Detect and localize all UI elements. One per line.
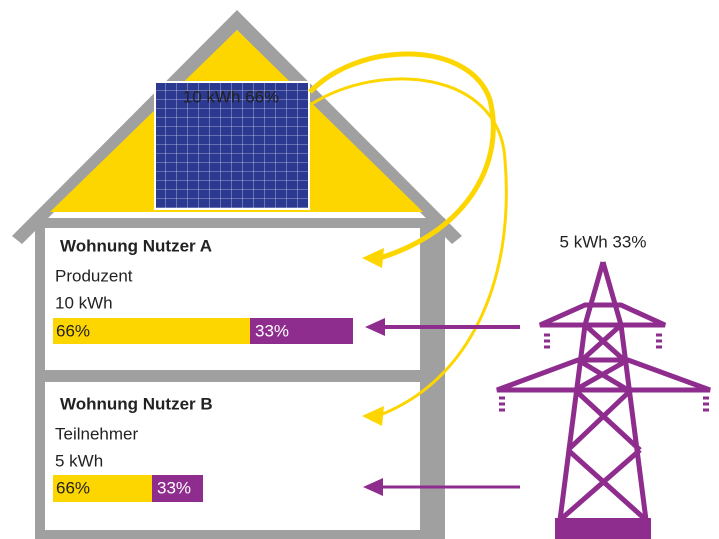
unit-title: Wohnung Nutzer A	[60, 236, 212, 255]
unit-title: Wohnung Nutzer B	[60, 394, 213, 413]
unit-consumption: 10 kWh	[55, 293, 113, 312]
solar-label: 10 kWh 66%	[183, 87, 279, 106]
unit-role: Teilnehmer	[55, 424, 138, 443]
unit-consumption: 5 kWh	[55, 451, 103, 470]
diagram: 10 kWh 66% 5 kWh 33% Wohnung Nutzer A Pr…	[0, 0, 719, 539]
grid-share: 33%	[157, 478, 191, 497]
solar-share: 66%	[56, 478, 90, 497]
page: {"solar": {"label": "10 kWh 66%"}, "grid…	[0, 0, 719, 539]
grid-label: 5 kWh 33%	[560, 232, 647, 251]
pylon-base	[555, 518, 651, 539]
unit-role: Produzent	[55, 266, 133, 285]
pylon	[497, 262, 710, 520]
grid-share: 33%	[255, 321, 289, 340]
solar-share: 66%	[56, 321, 90, 340]
